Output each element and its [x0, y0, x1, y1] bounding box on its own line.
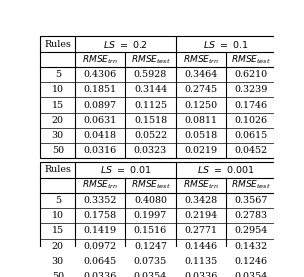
Text: $RMSE_{trn}$: $RMSE_{trn}$: [183, 179, 219, 191]
Text: 0.3352: 0.3352: [84, 196, 117, 205]
Text: 0.3567: 0.3567: [234, 196, 268, 205]
Text: 0.1250: 0.1250: [184, 101, 217, 110]
Text: 0.0615: 0.0615: [234, 131, 268, 140]
Text: 0.2194: 0.2194: [184, 211, 217, 220]
Text: Rules: Rules: [44, 165, 71, 175]
Text: 0.1758: 0.1758: [84, 211, 117, 220]
Text: 0.4306: 0.4306: [84, 70, 117, 79]
Text: 0.1446: 0.1446: [184, 242, 217, 251]
Text: $RMSE_{test}$: $RMSE_{test}$: [131, 53, 170, 66]
Text: 0.3428: 0.3428: [184, 196, 217, 205]
Text: $LS\ =\ 0.001$: $LS\ =\ 0.001$: [197, 165, 254, 175]
Text: 0.2771: 0.2771: [184, 226, 217, 235]
Text: 30: 30: [52, 257, 64, 266]
Text: 0.6210: 0.6210: [234, 70, 268, 79]
Text: $RMSE_{trn}$: $RMSE_{trn}$: [183, 53, 219, 66]
Text: 5: 5: [55, 196, 61, 205]
Text: 0.2783: 0.2783: [234, 211, 268, 220]
Text: $LS\ =\ 0.01$: $LS\ =\ 0.01$: [100, 165, 151, 175]
Bar: [40, 37, 276, 158]
Text: 0.0518: 0.0518: [184, 131, 217, 140]
Text: 0.0354: 0.0354: [134, 272, 167, 277]
Text: 10: 10: [52, 85, 64, 94]
Text: 0.0645: 0.0645: [84, 257, 117, 266]
Text: 0.0972: 0.0972: [84, 242, 117, 251]
Text: $RMSE_{test}$: $RMSE_{test}$: [231, 179, 271, 191]
Text: 0.0811: 0.0811: [184, 116, 217, 125]
Text: 5: 5: [55, 70, 61, 79]
Bar: [40, 162, 276, 277]
Text: 10: 10: [52, 211, 64, 220]
Text: 30: 30: [52, 131, 64, 140]
Text: 0.0452: 0.0452: [234, 146, 268, 155]
Text: 15: 15: [52, 101, 64, 110]
Text: Rules: Rules: [44, 40, 71, 48]
Text: 0.2954: 0.2954: [234, 226, 268, 235]
Text: 0.3144: 0.3144: [134, 85, 167, 94]
Text: 0.1026: 0.1026: [234, 116, 268, 125]
Text: 50: 50: [52, 272, 64, 277]
Text: 0.0418: 0.0418: [84, 131, 117, 140]
Text: 0.0316: 0.0316: [84, 146, 117, 155]
Text: 0.0522: 0.0522: [134, 131, 167, 140]
Text: 0.5928: 0.5928: [134, 70, 167, 79]
Text: 0.0354: 0.0354: [234, 272, 268, 277]
Text: $RMSE_{test}$: $RMSE_{test}$: [231, 53, 271, 66]
Text: 0.0735: 0.0735: [134, 257, 167, 266]
Text: 0.3239: 0.3239: [234, 85, 268, 94]
Text: $RMSE_{trn}$: $RMSE_{trn}$: [82, 53, 118, 66]
Text: $LS\ =\ 0.1$: $LS\ =\ 0.1$: [203, 39, 248, 50]
Text: 15: 15: [52, 226, 64, 235]
Text: 0.1419: 0.1419: [84, 226, 117, 235]
Text: 0.0323: 0.0323: [134, 146, 167, 155]
Text: 0.1746: 0.1746: [234, 101, 268, 110]
Text: 0.1432: 0.1432: [234, 242, 268, 251]
Text: 0.1851: 0.1851: [84, 85, 117, 94]
Text: 0.3464: 0.3464: [184, 70, 217, 79]
Text: 0.4080: 0.4080: [134, 196, 167, 205]
Text: 0.0336: 0.0336: [184, 272, 217, 277]
Text: 50: 50: [52, 146, 64, 155]
Text: 0.0219: 0.0219: [184, 146, 217, 155]
Text: 20: 20: [52, 242, 64, 251]
Text: 0.1135: 0.1135: [184, 257, 217, 266]
Text: 0.0897: 0.0897: [84, 101, 117, 110]
Text: $RMSE_{trn}$: $RMSE_{trn}$: [82, 179, 118, 191]
Text: 0.0336: 0.0336: [84, 272, 117, 277]
Text: 0.1516: 0.1516: [134, 226, 167, 235]
Text: $LS\ =\ 0.2$: $LS\ =\ 0.2$: [103, 39, 148, 50]
Text: 0.1125: 0.1125: [134, 101, 167, 110]
Text: 0.0631: 0.0631: [84, 116, 117, 125]
Text: $RMSE_{test}$: $RMSE_{test}$: [131, 179, 170, 191]
Text: 0.1997: 0.1997: [134, 211, 167, 220]
Text: 0.1247: 0.1247: [134, 242, 167, 251]
Text: 0.1246: 0.1246: [234, 257, 268, 266]
Text: 20: 20: [52, 116, 64, 125]
Text: 0.2745: 0.2745: [184, 85, 217, 94]
Text: 0.1518: 0.1518: [134, 116, 167, 125]
